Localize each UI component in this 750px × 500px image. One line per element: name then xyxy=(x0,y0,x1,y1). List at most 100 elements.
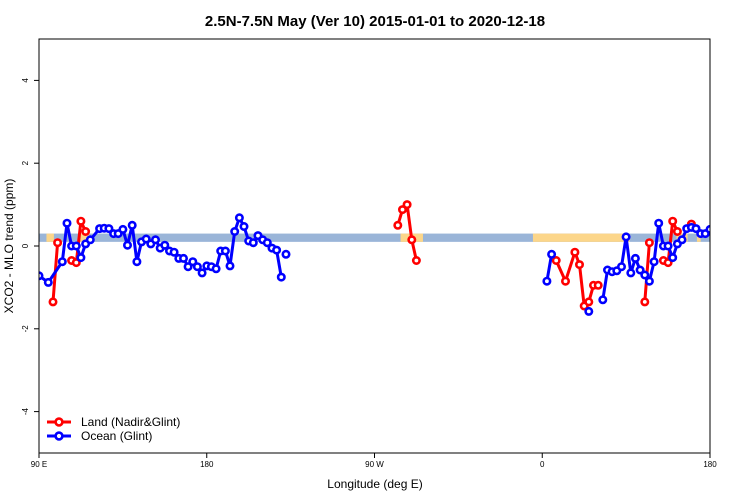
legend-swatch-marker-0 xyxy=(54,417,64,427)
series-1-point-4-11 xyxy=(649,257,659,267)
series-1-point-0-42 xyxy=(248,238,258,248)
series-1-point-3-0 xyxy=(584,306,594,316)
series-0-point-2-0 xyxy=(393,220,403,230)
series-1-point-1-0 xyxy=(281,249,291,259)
series-1-line-2 xyxy=(545,252,554,283)
series-1-point-0-28 xyxy=(183,262,193,272)
series-0-point-3-3 xyxy=(574,260,584,270)
series-1-point-0-29 xyxy=(188,257,198,267)
y-tick-label-4: 4 xyxy=(21,78,30,83)
series-1-point-0-25 xyxy=(169,247,179,257)
series-1-point-0-15 xyxy=(123,240,133,250)
x-tick-label-2: 90 W xyxy=(365,460,384,469)
y-axis-label: XCO2 - MLO trend (ppm) xyxy=(2,179,16,314)
series-1-point-4-20 xyxy=(691,224,701,234)
series-0-point-1-1 xyxy=(71,258,81,268)
series-1-point-0-17 xyxy=(132,257,142,267)
series-1-point-0-5 xyxy=(71,241,81,251)
series-layer xyxy=(39,200,727,316)
x-tick-label-1: 180 xyxy=(200,460,214,469)
y-tick-label-0: -4 xyxy=(21,407,30,415)
band-ocean xyxy=(39,233,710,242)
x-tick-label-0: 90 E xyxy=(31,460,47,469)
series-0-point-3-7 xyxy=(593,280,603,290)
y-tick-label-2: 0 xyxy=(21,243,30,248)
series-1-point-5-1 xyxy=(716,222,722,228)
series-1-point-0-23 xyxy=(160,240,170,250)
legend: Land (Nadir&Glint)Ocean (Glint) xyxy=(47,415,180,443)
series-1-point-0-47 xyxy=(272,245,282,255)
series-1-point-0-0 xyxy=(39,271,44,281)
band-land-3 xyxy=(532,233,630,242)
series-1-point-0-3 xyxy=(62,218,72,228)
series-1-point-0-1 xyxy=(43,277,53,287)
series-1-point-0-30 xyxy=(192,262,202,272)
series-0-point-2-4 xyxy=(411,255,421,265)
series-1-point-4-10 xyxy=(644,276,654,286)
y-axis: -4 -2 0 2 4 xyxy=(21,78,39,415)
series-1-point-0-8 xyxy=(85,235,95,245)
series-0-point-2-1 xyxy=(397,205,407,215)
legend-label-0: Land (Nadir&Glint) xyxy=(81,415,180,429)
series-0-point-0-0 xyxy=(48,297,58,307)
x-axis-label: Longitude (deg E) xyxy=(327,477,422,491)
series-1-point-0-27 xyxy=(179,253,189,263)
y-tick-label-1: -2 xyxy=(21,325,30,333)
series-1-point-0-31 xyxy=(197,268,207,278)
series-0-point-3-5 xyxy=(584,297,594,307)
series-1-point-4-15 xyxy=(668,253,678,263)
series-1-point-0-16 xyxy=(127,220,137,230)
series-1-point-0-39 xyxy=(234,213,244,223)
series-1-point-4-4 xyxy=(616,262,626,272)
series-0-point-1-2 xyxy=(76,216,86,226)
series-1-point-0-21 xyxy=(151,235,161,245)
series-1-point-0-2 xyxy=(57,257,67,267)
series-1-point-2-1 xyxy=(547,249,557,259)
series-0-point-2-3 xyxy=(407,235,417,245)
series-0-point-6-1 xyxy=(663,258,673,268)
legend-item-0: Land (Nadir&Glint) xyxy=(47,415,180,429)
series-1-point-5-0 xyxy=(712,242,718,248)
series-1-point-0-11 xyxy=(104,224,114,234)
series-1-point-4-0 xyxy=(598,295,608,305)
series-1-point-4-17 xyxy=(677,235,687,245)
series-0-point-3-1 xyxy=(560,276,570,286)
series-1-point-0-36 xyxy=(220,246,230,256)
series-0 xyxy=(48,200,696,311)
series-1-point-4-8 xyxy=(635,265,645,275)
band-land-5 xyxy=(696,233,701,242)
series-0-point-2-2 xyxy=(402,200,412,210)
plot-area xyxy=(39,200,727,316)
series-1-point-0-14 xyxy=(118,224,128,234)
series-1-point-4-9 xyxy=(640,270,650,280)
series-1-point-5-2 xyxy=(721,259,727,265)
series-1 xyxy=(39,213,727,316)
series-0-point-6-2 xyxy=(668,216,678,226)
legend-swatch-marker-1 xyxy=(54,431,64,441)
series-1-point-2-0 xyxy=(542,276,552,286)
series-0-point-5-0 xyxy=(640,297,650,307)
series-0-point-1-3 xyxy=(81,227,91,237)
chart-title: 2.5N-7.5N May (Ver 10) 2015-01-01 to 202… xyxy=(205,13,545,30)
series-1-point-4-6 xyxy=(626,268,636,278)
series-1-line-5 xyxy=(715,225,724,261)
series-1-point-4-14 xyxy=(663,241,673,251)
series-1-point-0-48 xyxy=(276,272,286,282)
series-1-point-0-40 xyxy=(239,222,249,232)
series-1-point-0-45 xyxy=(262,238,272,248)
series-0-point-3-2 xyxy=(570,247,580,257)
legend-item-1: Ocean (Glint) xyxy=(47,429,152,443)
band-land-1 xyxy=(78,233,90,242)
band-land-0 xyxy=(46,233,54,242)
series-1-point-4-5 xyxy=(621,232,631,242)
x-tick-label-4: 180 xyxy=(703,460,717,469)
series-0-point-6-3 xyxy=(672,227,682,237)
legend-label-1: Ocean (Glint) xyxy=(81,429,152,443)
series-0-point-3-0 xyxy=(551,255,561,265)
series-1-point-0-38 xyxy=(230,227,240,237)
series-1-point-0-34 xyxy=(211,264,221,274)
series-1-point-0-37 xyxy=(225,261,235,271)
series-0-point-0-1 xyxy=(53,238,63,248)
series-1-point-4-7 xyxy=(630,253,640,263)
